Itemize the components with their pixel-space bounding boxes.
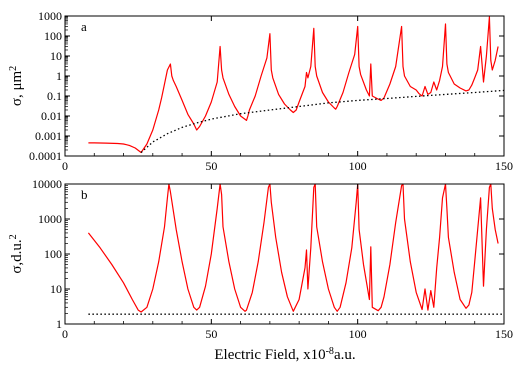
series-line-solid-a [88, 16, 499, 154]
y-tick-label-a: 0.01 [41, 109, 62, 123]
x-tick-label-b: 50 [205, 327, 217, 341]
y-tick-label-a: 0.001 [35, 129, 62, 143]
x-tick-label-a: 0 [62, 159, 68, 173]
x-tick-label-b: 150 [495, 327, 513, 341]
x-axis-label: Electric Field, x10-8a.u. [214, 346, 355, 363]
y-tick-label-b: 10000 [32, 177, 62, 191]
plot-b-content [87, 184, 504, 315]
x-tick-label-b: 100 [349, 327, 367, 341]
panel-b: 0 50 100 150 1 10 100 1000 10000 b σ,d.u.2 [8, 177, 513, 341]
y-tick-label-b: 100 [44, 247, 62, 261]
plot-a-content [88, 16, 504, 154]
y-tick-label-b: 1000 [38, 212, 62, 226]
y-axis-label-a: σ, μm2 [8, 66, 25, 106]
y-axis-label-b: σ,d.u.2 [8, 234, 25, 273]
y-tick-label-a: 0.1 [47, 89, 62, 103]
y-tick-label-a: 100 [44, 29, 62, 43]
x-tick-label-a: 150 [495, 159, 513, 173]
series-line-solid-b [87, 184, 499, 313]
y-tick-label-a: 1 [56, 69, 62, 83]
x-tick-label-b: 0 [62, 327, 68, 341]
axes-a: 0 50 100 150 0.0001 0.001 0.01 0.1 1 10 100 1000 [29, 9, 513, 173]
panel-b-label: b [81, 187, 88, 202]
panel-a-label: a [81, 19, 87, 34]
y-tick-label-a: 0.0001 [29, 149, 62, 163]
plot-a-frame [64, 15, 505, 157]
y-tick-label-a: 10 [50, 49, 62, 63]
y-tick-label-b: 1 [56, 317, 62, 331]
x-tick-label-a: 100 [349, 159, 367, 173]
y-tick-label-a: 1000 [38, 9, 62, 23]
series-line-dotted-a [140, 89, 504, 153]
axes-b: 0 50 100 150 1 10 100 1000 10000 [32, 177, 513, 341]
y-tick-label-b: 10 [50, 282, 62, 296]
x-tick-label-a: 50 [205, 159, 217, 173]
